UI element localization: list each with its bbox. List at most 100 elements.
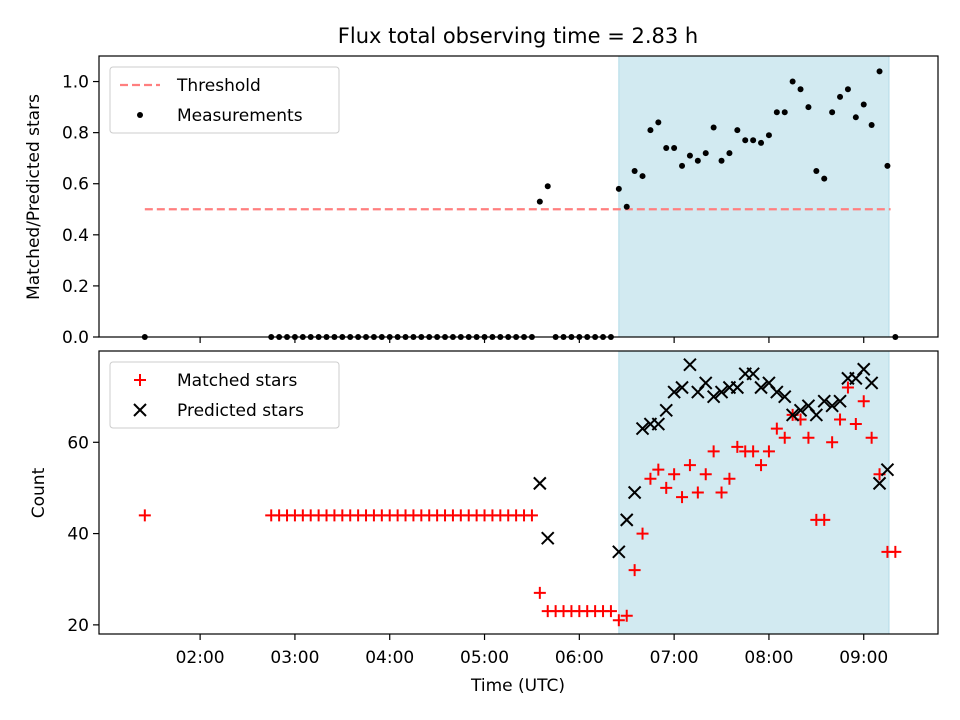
measurement-point — [868, 121, 875, 128]
measurement-point — [758, 139, 765, 146]
measurement-point — [536, 198, 543, 205]
x-tick-label: 02:00 — [176, 648, 225, 668]
legend-box — [109, 361, 340, 429]
predicted-star-point — [620, 513, 634, 527]
matched-star-point — [826, 436, 839, 449]
predicted-star-point — [754, 380, 768, 395]
matched-star-point — [676, 491, 689, 504]
measurement-point — [821, 175, 828, 182]
matched-star-point — [707, 445, 720, 458]
matched-star-point — [604, 605, 617, 618]
predicted-star-point — [857, 362, 871, 376]
matched-star-point — [762, 445, 775, 458]
x-tick-label: 08:00 — [744, 648, 793, 668]
measurement-point — [852, 114, 859, 121]
predicted-star-point — [706, 389, 721, 404]
predicted-star-point — [809, 408, 824, 422]
y-tick-label: 0.8 — [62, 124, 89, 144]
predicted-star-point — [699, 376, 713, 390]
axes-frame — [98, 350, 939, 635]
predicted-star-point — [872, 476, 887, 491]
matched-star-point — [802, 431, 815, 444]
measurement-point — [765, 132, 772, 139]
measurement-point — [615, 185, 622, 192]
x-tick-label: 05:00 — [460, 648, 509, 668]
matched-star-point — [525, 509, 538, 522]
measurement-point — [876, 68, 883, 75]
axes-frame — [98, 55, 939, 338]
measurement-point — [884, 162, 891, 169]
predicted-star-point — [746, 367, 760, 381]
y-tick-label: 0.4 — [62, 226, 89, 246]
predicted-star-point — [675, 380, 689, 395]
matched-star-point — [636, 527, 649, 540]
matched-star-point — [849, 418, 862, 431]
matched-star-point — [857, 395, 870, 408]
measurement-point — [663, 144, 670, 151]
predicted-star-point — [627, 485, 642, 500]
figure-title: Flux total observing time = 2.83 h — [338, 24, 698, 48]
legend-label: Predicted stars — [177, 401, 304, 421]
measurement-point — [631, 167, 638, 174]
measurement-point — [655, 119, 662, 126]
measurement-point — [726, 150, 733, 157]
matched-star-point — [865, 431, 878, 444]
matched-star-point — [755, 459, 768, 472]
matched-star-point — [138, 509, 151, 522]
measurement-point — [844, 86, 851, 93]
y-tick-label: 60 — [67, 433, 89, 453]
measurement-point — [781, 109, 788, 116]
legend-label: Matched stars — [177, 371, 297, 391]
predicted-star-point — [817, 394, 831, 408]
matched-star-point — [818, 513, 831, 526]
legend-predicted-swatch — [133, 403, 147, 417]
top-panel: Matched/Predicted stars 0.0 0.2 0.4 0.6 0.8 1… — [24, 55, 939, 348]
matched-star-point — [770, 422, 783, 435]
matched-star-point — [620, 609, 633, 622]
x-tick-label: 04:00 — [365, 648, 414, 668]
measurement-point — [797, 86, 804, 93]
predicted-star-point — [730, 380, 745, 395]
predicted-star-point — [683, 357, 697, 372]
predicted-star-point — [825, 399, 839, 413]
predicted-star-point — [785, 408, 800, 422]
matched-star-point — [841, 381, 854, 394]
x-tick-label: 07:00 — [650, 648, 699, 668]
matched-star-point — [715, 486, 728, 499]
y-tick-label: 0.2 — [62, 277, 89, 297]
matched-star-point — [533, 586, 546, 599]
predicted-star-point — [533, 476, 547, 491]
predicted-star-point — [659, 403, 673, 418]
matched-star-point — [644, 472, 657, 485]
measurement-point — [773, 109, 780, 116]
measurement-point — [829, 109, 836, 116]
x-tick-label: 03:00 — [270, 648, 319, 668]
measurement-point — [813, 167, 820, 174]
observing-window-span — [618, 55, 890, 338]
matched-star-point — [699, 468, 712, 481]
matched-star-point — [668, 468, 681, 481]
measurement-point — [837, 93, 844, 100]
measurement-point — [710, 124, 717, 131]
matched-star-point — [731, 440, 744, 453]
predicted-star-point — [778, 389, 792, 404]
y-tick-label: 1.0 — [62, 73, 89, 93]
matched-star-point — [723, 472, 736, 485]
matched-star-point — [691, 486, 704, 499]
predicted-star-point — [541, 531, 555, 545]
matched-star-point — [889, 545, 902, 558]
top-ylabel: Matched/Predicted stars — [24, 94, 44, 300]
measurement-point — [694, 157, 701, 164]
measurement-point — [647, 127, 654, 134]
predicted-star-point — [880, 462, 895, 477]
legend-label: Measurements — [177, 106, 303, 126]
predicted-star-point — [667, 385, 681, 399]
predicted-star-point — [770, 385, 784, 399]
measurement-point — [805, 104, 812, 111]
matched-star-point — [628, 564, 641, 577]
measurement-point — [718, 157, 725, 164]
y-tick-label: 40 — [67, 525, 89, 545]
bottom-panel: Count Time (UTC) 20 40 60 02:00 03:00 04:00 05… — [29, 350, 939, 696]
matched-star-point — [612, 614, 625, 627]
